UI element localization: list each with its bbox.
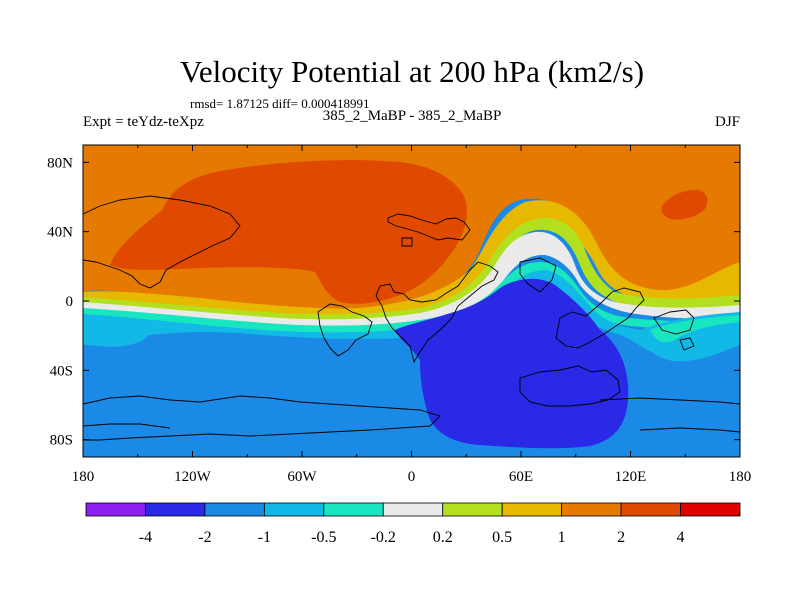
x-tick-label: 120W bbox=[174, 469, 212, 485]
colorbar-swatch bbox=[442, 502, 503, 517]
x-tick-label: 0 bbox=[408, 469, 416, 485]
coastline-arabia bbox=[401, 237, 413, 247]
colorbar-level-label: 1 bbox=[558, 529, 566, 546]
y-tick-label: 80S bbox=[50, 433, 73, 449]
stats-label: rmsd= 1.87125 diff= 0.000418991 bbox=[190, 96, 369, 111]
coastline-australia bbox=[519, 365, 621, 407]
x-tick-label: 180 bbox=[72, 469, 95, 485]
x-axis: 180 120W 60W 0 60E 120E 180 bbox=[72, 145, 752, 485]
colorbar-level-label: 0.2 bbox=[433, 529, 453, 546]
coastline-maritime-continent bbox=[555, 287, 645, 349]
field-band-white bbox=[83, 231, 740, 327]
field-blob-strong-positive-east bbox=[661, 189, 708, 220]
case-label: 385_2_MaBP - 385_2_MaBP bbox=[323, 108, 502, 124]
colorbar-swatch bbox=[561, 502, 622, 517]
colorbar-level-label: -0.2 bbox=[371, 529, 396, 546]
x-tick-label: 60E bbox=[509, 469, 533, 485]
colorbar-level-label: 4 bbox=[677, 529, 685, 546]
colorbar-level-label: 0.5 bbox=[492, 529, 512, 546]
y-tick-label: 40N bbox=[47, 225, 73, 241]
field-blob-sky-west bbox=[83, 314, 150, 347]
x-tick-label: 120E bbox=[615, 469, 647, 485]
field-band-sky bbox=[83, 270, 740, 357]
y-tick-label: 40S bbox=[50, 363, 73, 379]
season-label: DJF bbox=[715, 114, 740, 130]
colorbar-swatch bbox=[85, 502, 146, 517]
coastline-overlay bbox=[83, 195, 740, 441]
colorbar-swatch bbox=[204, 502, 265, 517]
colorbar-level-label: -1 bbox=[258, 529, 271, 546]
field-blob-cyan-east bbox=[650, 315, 740, 343]
colorbar-swatch bbox=[323, 502, 384, 517]
coastline-india bbox=[519, 257, 557, 293]
coastline-south-america bbox=[317, 303, 373, 357]
colorbar-level-label: -0.5 bbox=[311, 529, 336, 546]
y-tick-label: 80N bbox=[47, 155, 73, 171]
colorbar-swatch bbox=[680, 502, 741, 517]
colorbar-legend: -4 -2 -1 -0.5 -0.2 0.2 0.5 1 2 4 bbox=[85, 502, 741, 546]
x-tick-label: 180 bbox=[729, 469, 752, 485]
coastline-africa bbox=[375, 261, 499, 364]
contour-field bbox=[83, 145, 740, 457]
colorbar-level-label: -4 bbox=[139, 529, 152, 546]
chart-title: Velocity Potential at 200 hPa (km2/s) bbox=[180, 54, 644, 89]
colorbar-level-label: -2 bbox=[198, 529, 211, 546]
colorbar-swatch bbox=[382, 502, 444, 517]
x-tick-label: 60W bbox=[287, 469, 317, 485]
coastline-north-america bbox=[83, 195, 241, 289]
colorbar-swatch bbox=[620, 502, 681, 517]
y-tick-label: 0 bbox=[66, 294, 74, 310]
colorbar-swatch bbox=[263, 502, 325, 517]
coastline-europe bbox=[387, 213, 471, 241]
field-band-light-green bbox=[83, 217, 740, 324]
coastline-antarctica bbox=[83, 395, 740, 441]
colorbar-level-label: 2 bbox=[617, 529, 625, 546]
colorbar-swatch bbox=[145, 502, 206, 517]
field-region-strong-positive bbox=[110, 160, 467, 304]
experiment-label: Expt = teYdz-teXpz bbox=[83, 114, 204, 130]
field-band-yellow bbox=[83, 200, 740, 320]
colorbar-swatch bbox=[501, 502, 563, 517]
coastline-pacific-islands bbox=[653, 309, 695, 351]
y-axis: 80N 40N 0 40S 80S bbox=[47, 155, 740, 449]
